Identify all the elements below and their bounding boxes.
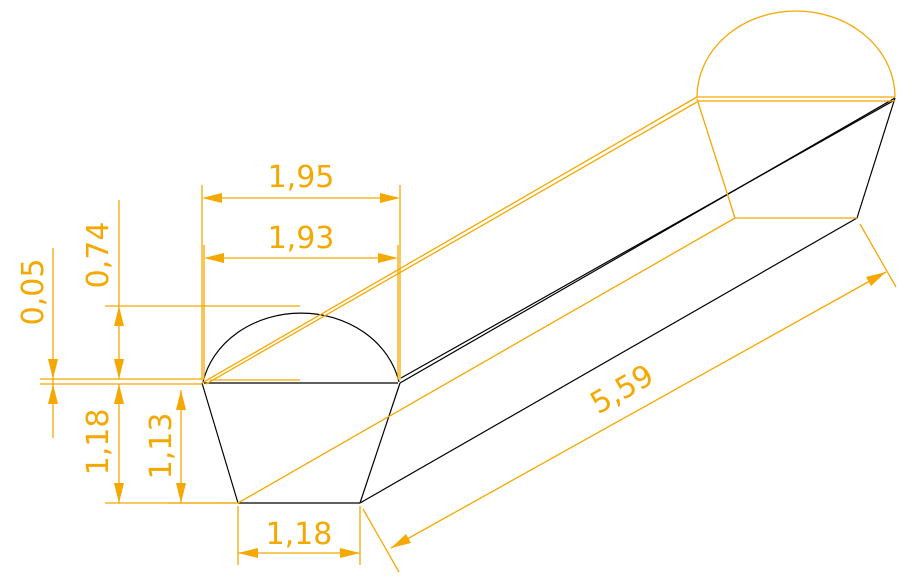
hidden-long-edge-top-1 [201,96,698,384]
back-left-edge [696,98,736,219]
extension-lines [40,305,300,504]
dimension-length: 5,59 [362,223,897,573]
back-arc-cap [696,10,896,98]
dimension-total-height: 1,18 [81,384,124,503]
dimension-top-width-outer: 1,95 [201,160,401,380]
dim-label-trapezoid-height: 1,13 [144,413,179,480]
front-arc-cap [202,312,400,383]
dim-label-cap-height: 0,74 [81,222,116,289]
dimension-trapezoid-height: 1,13 [144,390,186,503]
dimension-top-width-inner: 1,93 [203,221,399,380]
long-top-edge-2 [400,100,894,379]
back-right-edge [856,97,896,219]
dim-label-bottom-width: 1,18 [266,517,333,552]
long-top-edge-1 [399,97,896,384]
dim-label-offset: 0,05 [16,259,51,326]
dimension-offset: 0,05 [16,248,58,438]
dim-label-total-height: 1,18 [81,409,116,476]
front-left-edge [201,382,239,504]
object-geometry [201,97,896,504]
hidden-long-edge-bottom [237,217,736,504]
long-bottom-edge [359,217,858,504]
front-right-edge [359,382,401,504]
construction-geometry [201,10,896,504]
dim-label-top-width-inner: 1,93 [268,221,335,256]
dim-label-top-width-outer: 1,95 [268,160,335,195]
dimension-bottom-width: 1,18 [237,506,361,565]
hidden-long-edge-top-2 [205,101,698,385]
dimension-cap-height: 0,74 [81,200,124,379]
